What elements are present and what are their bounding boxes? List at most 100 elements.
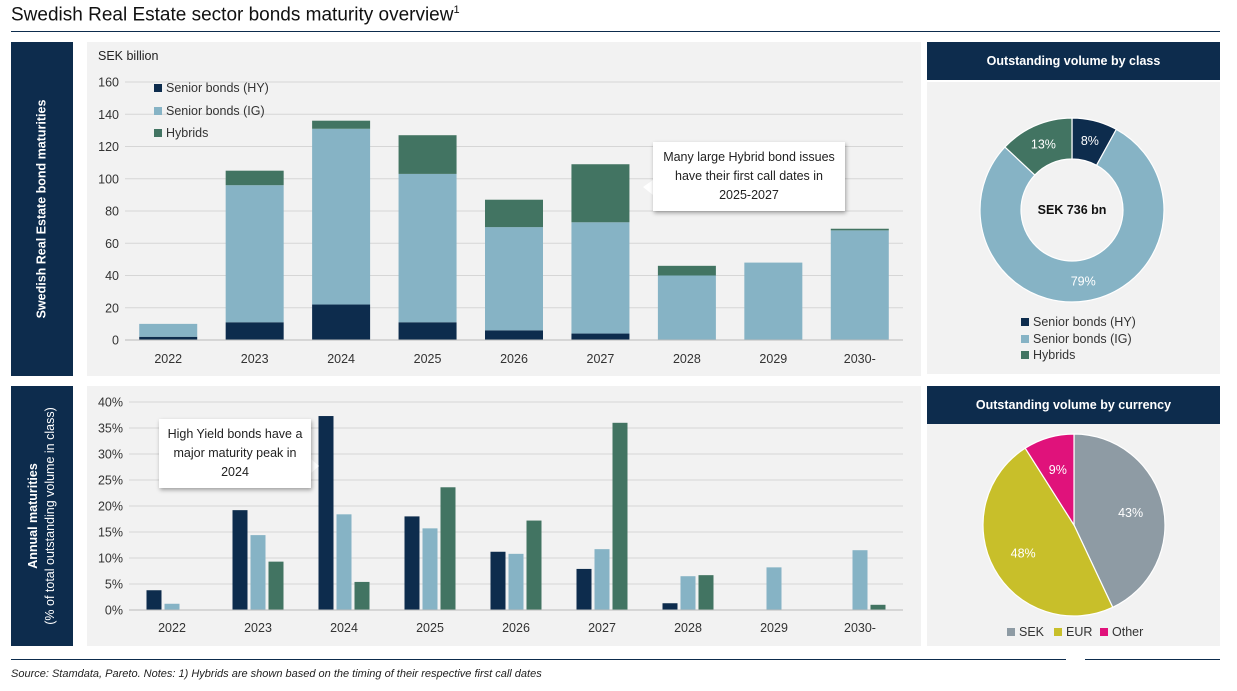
y-tick-label: 40 — [105, 269, 119, 283]
y-tick-label: 140 — [98, 108, 119, 122]
bar — [440, 487, 456, 610]
bar-segment — [139, 323, 198, 337]
annual-maturity-bar-svg: 0% 5% 10% 15% 20% 25% 30% 35% 40% 2022 2023 2024 202… — [98, 396, 903, 635]
x-tick-label: 2025 — [414, 352, 442, 366]
legend-swatch-ig — [154, 107, 162, 115]
x-tick-label: 2029 — [760, 621, 788, 635]
bar — [336, 514, 352, 610]
bar-segment — [312, 120, 371, 129]
pie-legend-other: Other — [1100, 625, 1143, 639]
bar-segment — [225, 185, 284, 323]
top-side-label-box: Swedish Real Estate bond maturities — [11, 42, 73, 376]
bar-segment — [312, 128, 371, 305]
bar-segment — [485, 227, 543, 331]
bar — [870, 604, 886, 610]
bar — [490, 551, 506, 610]
bar — [164, 603, 180, 610]
bar — [146, 590, 162, 610]
callout-pointer — [311, 459, 319, 473]
bar — [404, 516, 420, 610]
bar — [698, 575, 714, 610]
bar-segment — [398, 322, 457, 340]
bar — [354, 581, 370, 610]
y-tick-label: 35% — [98, 422, 123, 436]
bar — [576, 568, 592, 610]
currency-pie-svg: 43% 48% 9% — [982, 433, 1166, 617]
x-tick-label: 2024 — [327, 352, 355, 366]
title-divider — [11, 31, 1220, 32]
donut-legend-hy: Senior bonds (HY) — [1021, 315, 1136, 329]
pie-slice — [982, 447, 1114, 617]
x-tick-label: 2027 — [588, 621, 616, 635]
pie-slice — [1004, 117, 1073, 176]
slice-label: 79% — [1071, 275, 1096, 289]
y-tick-label: 80 — [105, 205, 119, 219]
bar — [508, 553, 524, 610]
top-side-label: Swedish Real Estate bond maturities — [34, 99, 49, 319]
x-tick-label: 2024 — [330, 621, 358, 635]
bar — [318, 416, 334, 610]
y-tick-label: 100 — [98, 172, 119, 186]
bar-segment — [485, 199, 543, 228]
bar-segment — [485, 330, 543, 340]
currency-pie-panel: 43% 48% 9% SEK EUR Other — [927, 424, 1220, 646]
maturity-stacked-bar-svg: SEK billion 0 20 40 60 80 100 120 140 160 2022 2023… — [98, 49, 903, 366]
class-donut-title: Outstanding volume by class — [927, 42, 1220, 80]
bottom-side-label: Annual maturities (% of total outstandin… — [25, 407, 59, 624]
y-tick-label: 60 — [105, 237, 119, 251]
y-tick-label: 0 — [112, 334, 119, 348]
x-tick-label: 2027 — [587, 352, 615, 366]
y-tick-label: 20 — [105, 301, 119, 315]
x-tick-label: 2029 — [759, 352, 787, 366]
currency-pie-title: Outstanding volume by currency — [927, 386, 1220, 424]
donut-legend-label-hy: Senior bonds (HY) — [1033, 315, 1136, 329]
bar-segment — [830, 230, 889, 340]
x-tick-label: 2023 — [241, 352, 269, 366]
source-note: Source: Stamdata, Pareto. Notes: 1) Hybr… — [11, 668, 542, 680]
pie-legend-eur: EUR — [1054, 625, 1092, 639]
donut-legend-swatch-hy — [1021, 318, 1029, 326]
class-donut-svg: 8% 79% 13% SEK 736 bn — [979, 117, 1165, 303]
pie-slice — [979, 128, 1165, 303]
bar-segment — [225, 170, 284, 186]
bar-segment — [225, 322, 284, 340]
y-tick-label: 30% — [98, 448, 123, 462]
bar — [232, 510, 248, 610]
footer-divider-right — [1085, 659, 1220, 660]
x-tick-label: 2028 — [673, 352, 701, 366]
x-tick-label: 2023 — [244, 621, 272, 635]
hybrid-callout: Many large Hybrid bond issues have their… — [653, 142, 845, 211]
y-tick-label: 25% — [98, 474, 123, 488]
y-tick-label: 5% — [105, 578, 123, 592]
bar — [612, 422, 628, 610]
bar-segment — [571, 164, 630, 223]
slice-label: 13% — [1031, 137, 1056, 151]
bar — [526, 520, 542, 610]
bar — [268, 561, 284, 610]
slice-label: 48% — [1011, 546, 1036, 560]
legend-label-ig: Senior bonds (IG) — [166, 104, 265, 118]
title-footnote-marker: 1 — [453, 4, 460, 16]
legend-label-hybrids: Hybrids — [166, 126, 209, 140]
pie-slice — [1073, 433, 1166, 609]
x-tick-label: 2025 — [416, 621, 444, 635]
bar-segment — [657, 275, 716, 340]
bar-segment — [571, 222, 630, 334]
x-tick-label: 2022 — [154, 352, 182, 366]
slice-label: 43% — [1118, 506, 1143, 520]
bar — [852, 550, 868, 610]
bar — [422, 528, 438, 610]
donut-legend-swatch-hybrids — [1021, 351, 1029, 359]
donut-legend-label-hybrids: Hybrids — [1033, 348, 1076, 362]
bar-segment — [657, 265, 716, 276]
bar — [250, 535, 266, 610]
x-tick-label: 2022 — [158, 621, 186, 635]
bar-segment — [398, 173, 457, 323]
pie-legend-label-sek: SEK — [1019, 625, 1045, 639]
bar-segment — [830, 228, 889, 231]
legend-item-hybrids: Hybrids — [154, 126, 208, 140]
bar — [662, 603, 678, 610]
donut-legend-ig: Senior bonds (IG) — [1021, 332, 1132, 346]
donut-legend-label-ig: Senior bonds (IG) — [1033, 332, 1132, 346]
donut-legend-swatch-ig — [1021, 335, 1029, 343]
